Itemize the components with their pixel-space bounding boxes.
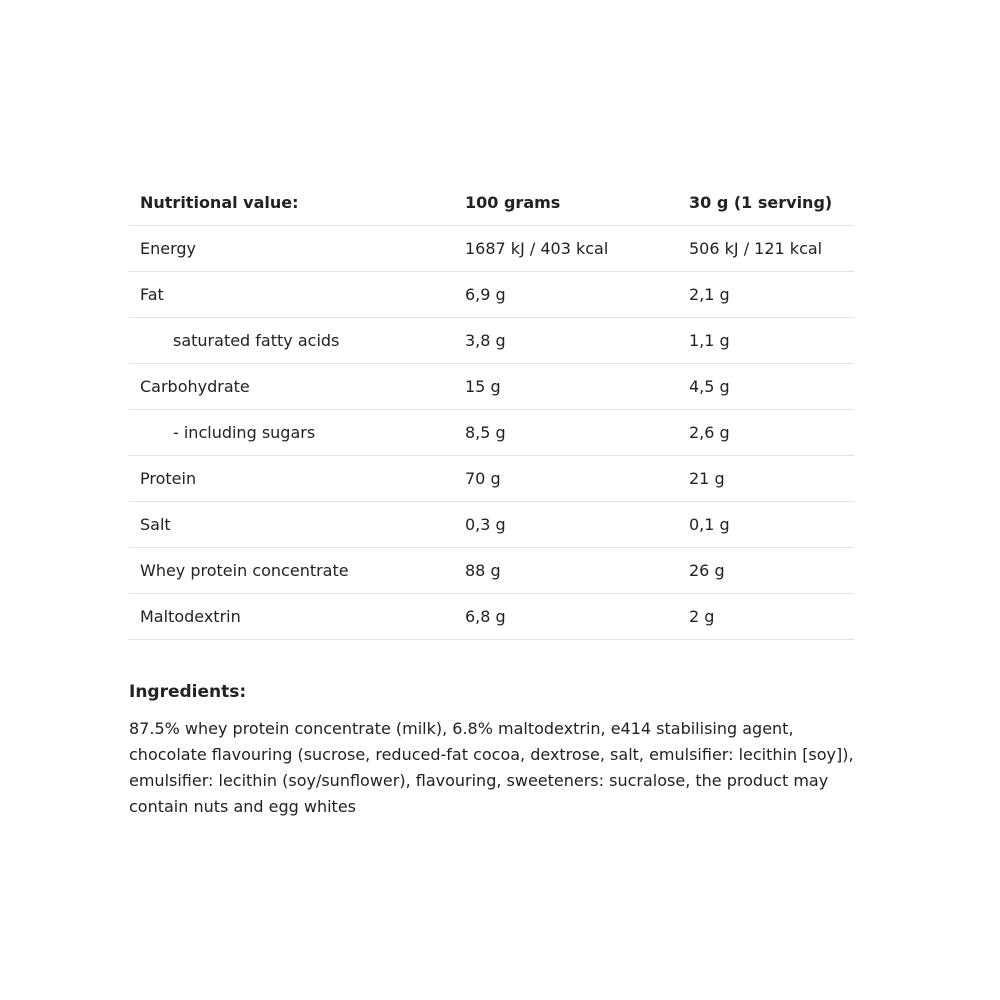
table-cell: 70 g	[454, 455, 678, 502]
table-cell: 6,9 g	[454, 271, 678, 318]
table-cell: Protein	[129, 455, 454, 502]
table-cell: Fat	[129, 271, 454, 318]
table-cell: - including sugars	[129, 409, 454, 456]
nutrition-table: Nutritional value: 100 grams 30 g (1 servi…	[129, 180, 854, 640]
table-cell: 26 g	[678, 547, 854, 594]
table-cell: 2,6 g	[678, 409, 854, 456]
table-cell: 3,8 g	[454, 317, 678, 364]
ingredients-text: 87.5% whey protein concentrate (milk), 6…	[129, 719, 854, 816]
table-cell: 88 g	[454, 547, 678, 594]
table-row: Fat 6,9 g 2,1 g	[129, 271, 854, 318]
table-row: saturated fatty acids 3,8 g 1,1 g	[129, 317, 854, 364]
table-row: - including sugars 8,5 g 2,6 g	[129, 409, 854, 456]
table-cell: Carbohydrate	[129, 363, 454, 410]
table-cell: 15 g	[454, 363, 678, 410]
table-cell: Maltodextrin	[129, 593, 454, 640]
table-cell: 1687 kJ / 403 kcal	[454, 225, 678, 272]
content: Nutritional value: 100 grams 30 g (1 servi…	[129, 180, 854, 820]
table-row: Salt 0,3 g 0,1 g	[129, 501, 854, 548]
table-cell: 8,5 g	[454, 409, 678, 456]
table-row: Whey protein concentrate 88 g 26 g	[129, 547, 854, 594]
ingredients-title: Ingredients:	[129, 682, 247, 702]
header-row: Nutritional value: 100 grams 30 g (1 servi…	[129, 180, 854, 226]
table-cell: 0,1 g	[678, 501, 854, 548]
table-cell: Whey protein concentrate	[129, 547, 454, 594]
table-cell: 4,5 g	[678, 363, 854, 410]
table-cell: 6,8 g	[454, 593, 678, 640]
table-cell: 0,3 g	[454, 501, 678, 548]
table-cell: 2,1 g	[678, 271, 854, 318]
table-row: Protein 70 g 21 g	[129, 455, 854, 502]
table-cell: 21 g	[678, 455, 854, 502]
table-cell: saturated fatty acids	[129, 317, 454, 364]
table-cell: Salt	[129, 501, 454, 548]
header-cell: 30 g (1 serving)	[678, 180, 854, 226]
table-cell: Energy	[129, 225, 454, 272]
table-cell: 506 kJ / 121 kcal	[678, 225, 854, 272]
table-row: Energy 1687 kJ / 403 kcal 506 kJ / 121 kca…	[129, 225, 854, 272]
table-cell: 1,1 g	[678, 317, 854, 364]
header-cell: Nutritional value:	[129, 180, 454, 226]
table-cell: 2 g	[678, 593, 854, 640]
header-cell: 100 grams	[454, 180, 678, 226]
table-row: Carbohydrate 15 g 4,5 g	[129, 363, 854, 410]
